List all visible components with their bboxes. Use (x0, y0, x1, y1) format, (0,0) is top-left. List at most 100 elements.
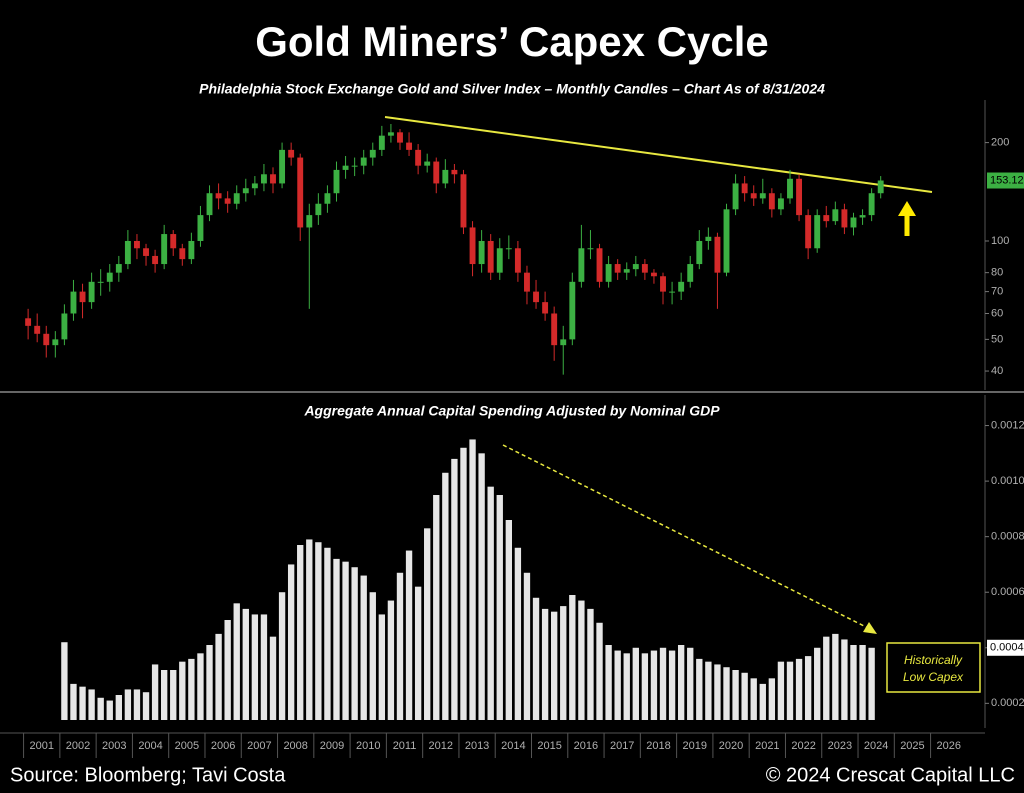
bar (705, 661, 712, 720)
candle-body (97, 281, 104, 283)
candle-body (360, 157, 367, 166)
candle-body (288, 149, 295, 158)
bar (714, 664, 721, 720)
x-tick-label: 2015 (537, 740, 561, 752)
bar (696, 658, 703, 720)
bar (88, 689, 95, 720)
candle-body (197, 215, 204, 241)
candle-body (777, 198, 784, 210)
capex-trendline (502, 444, 869, 629)
bar (115, 695, 122, 720)
bar (297, 545, 304, 720)
candle-body (487, 240, 494, 273)
bar (841, 639, 848, 720)
candle-body (324, 193, 331, 204)
candle-body (161, 234, 168, 265)
bar (460, 447, 467, 720)
bar (405, 550, 413, 720)
bar (795, 658, 803, 720)
candle-body (260, 174, 267, 184)
bar (469, 439, 476, 720)
candle-body (442, 169, 449, 184)
x-tick-label: 2018 (646, 740, 670, 752)
bar (505, 520, 513, 720)
bar (233, 603, 240, 720)
bar (215, 633, 222, 720)
y-tick-label: 200 (991, 137, 1009, 149)
candle-body (179, 248, 186, 260)
bar (850, 645, 857, 720)
bar (333, 558, 340, 720)
candle-body (814, 215, 821, 249)
y-tick-label: 80 (991, 267, 1003, 279)
bar (315, 542, 322, 720)
x-tick-label: 2017 (610, 740, 634, 752)
candle-body (859, 215, 866, 218)
candle-body (215, 193, 222, 199)
x-tick-label: 2009 (320, 740, 344, 752)
candle-body (505, 248, 512, 250)
bar (342, 561, 349, 720)
candle-body (52, 339, 59, 346)
bar (823, 636, 830, 720)
bar (269, 636, 277, 720)
bar (587, 608, 594, 720)
bar (532, 597, 540, 720)
bar (623, 653, 630, 720)
bar (496, 495, 503, 720)
candle-body (805, 215, 812, 249)
up-arrow-head (898, 201, 916, 216)
bar (687, 647, 694, 720)
bar (142, 692, 150, 720)
bar (659, 647, 667, 720)
y-tick-label: 60 (991, 307, 1003, 319)
bar (832, 633, 839, 720)
bar (541, 608, 549, 720)
bar (61, 642, 68, 720)
candle-body (614, 264, 621, 273)
candle-body (387, 132, 394, 136)
candle-body (342, 165, 349, 170)
bar (614, 650, 621, 720)
candle-body (524, 272, 530, 292)
last-price-box (987, 172, 1024, 189)
resistance-trendline (384, 116, 933, 193)
candle-body (678, 281, 685, 292)
candle-body (832, 209, 839, 222)
candle-body (106, 272, 113, 282)
candle-body (333, 169, 340, 194)
bar (360, 575, 367, 720)
y-tick-label: 40 (991, 365, 1003, 377)
x-tick-label: 2011 (393, 740, 417, 752)
bar (804, 656, 812, 720)
bar (197, 653, 204, 720)
annotation-line: Low Capex (903, 670, 964, 684)
current-value-box (987, 639, 1024, 656)
y-tick-label: 0.0010 (991, 475, 1024, 487)
bar (632, 647, 639, 720)
x-tick-label: 2023 (828, 740, 852, 752)
bar (396, 572, 404, 720)
footer-source: Source: Bloomberg; Tavi Costa (10, 764, 286, 786)
bar (668, 650, 676, 720)
candle-body (660, 276, 666, 292)
candle-body (369, 149, 376, 158)
x-tick-label: 2014 (501, 740, 525, 752)
bar (124, 689, 132, 720)
candle-body (415, 149, 422, 166)
candle-body (61, 313, 68, 340)
candle-body (115, 264, 122, 273)
bar (750, 678, 757, 720)
candle-body (233, 193, 240, 204)
bar (677, 645, 685, 720)
bar (97, 697, 104, 720)
bar (260, 614, 268, 720)
candle-body (741, 183, 748, 194)
current-value-label: 0.0004 (990, 642, 1024, 654)
candle-body (378, 135, 385, 150)
candle-body (270, 174, 276, 184)
candle-body (569, 281, 576, 340)
bar (151, 664, 159, 720)
candle-body (787, 178, 793, 199)
